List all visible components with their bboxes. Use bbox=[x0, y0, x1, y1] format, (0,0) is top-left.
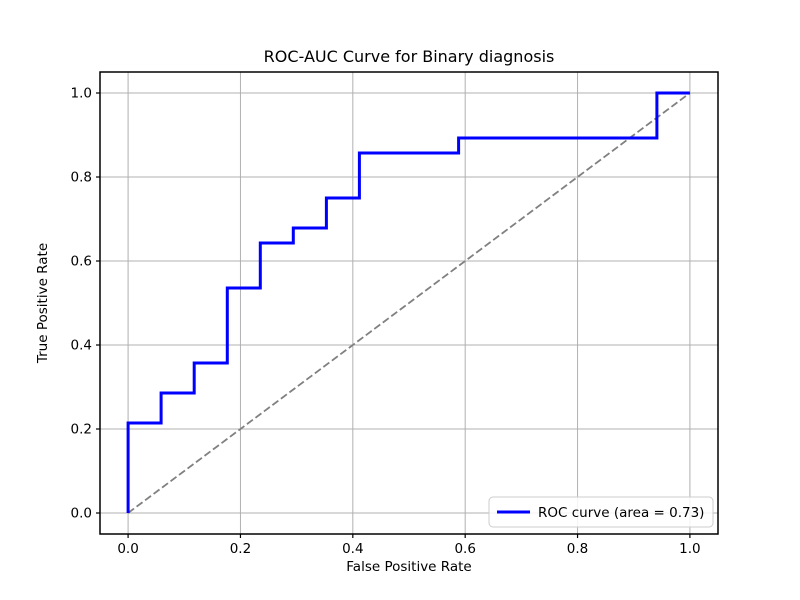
plot-series bbox=[126, 91, 691, 514]
legend-box bbox=[488, 496, 714, 528]
legend: ROC curve (area = 0.73) bbox=[488, 496, 714, 528]
x-tick-label: 0.8 bbox=[567, 541, 588, 557]
legend-label: ROC curve (area = 0.73) bbox=[538, 505, 704, 521]
axes-spines bbox=[99, 71, 719, 535]
y-axis-label: True Positive Rate bbox=[35, 243, 51, 364]
x-tick-label: 0.4 bbox=[342, 541, 363, 557]
x-axis-label: False Positive Rate bbox=[346, 559, 471, 575]
axes-box bbox=[99, 71, 719, 535]
x-tick-label: 0.6 bbox=[454, 541, 475, 557]
y-tick-label: 0.4 bbox=[71, 338, 92, 354]
x-tick-label: 1.0 bbox=[679, 541, 700, 557]
grid-lines bbox=[100, 72, 718, 534]
y-tick-label: 0.2 bbox=[71, 422, 92, 438]
y-tick-label: 1.0 bbox=[71, 86, 92, 102]
x-tick-label: 0.0 bbox=[117, 541, 138, 557]
x-tick-label: 0.2 bbox=[230, 541, 251, 557]
chart-title: ROC-AUC Curve for Binary diagnosis bbox=[264, 47, 555, 66]
y-axis-ticks: 0.0 0.2 0.4 0.6 0.8 1.0 bbox=[71, 86, 100, 522]
y-tick-label: 0.8 bbox=[71, 170, 92, 186]
x-axis-ticks: 0.0 0.2 0.4 0.6 0.8 1.0 bbox=[117, 534, 701, 557]
roc-curve-line bbox=[126, 91, 690, 513]
y-tick-label: 0.0 bbox=[71, 506, 92, 522]
chance-diagonal-line bbox=[127, 92, 691, 514]
y-tick-label: 0.6 bbox=[71, 254, 92, 270]
